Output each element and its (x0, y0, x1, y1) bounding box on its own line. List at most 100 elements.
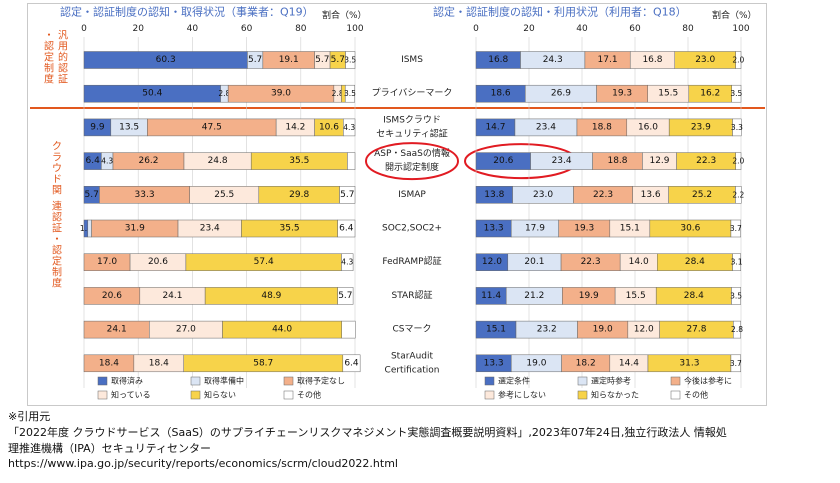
category-label: CSマーク (393, 324, 432, 335)
left-tick-label: 100 (346, 24, 363, 34)
left-bar-segment (337, 287, 354, 305)
right-data-label: 12.0 (482, 257, 502, 267)
right-bar-segment (733, 320, 741, 339)
left-data-label: 24.1 (162, 291, 182, 301)
left-chart-title: 認定・認証制度の認知・取得状況（事業者：Q19） (60, 5, 314, 19)
left-data-label: 2.8 (332, 89, 344, 98)
category-label: StarAudit (391, 351, 434, 361)
left-bar-segment (344, 84, 355, 103)
left-data-label: 23.4 (200, 224, 220, 234)
right-data-label: 23.9 (691, 122, 711, 132)
left-data-label: 1.4 (80, 224, 92, 233)
group-label-cloud-col2: 連認証・認定制度 (52, 200, 62, 290)
right-data-label: 14.0 (629, 257, 649, 267)
right-data-label: 30.6 (680, 224, 700, 234)
left-data-label: 39.0 (271, 89, 291, 99)
left-bar-segment (347, 152, 356, 170)
group-label-char: 制 (44, 62, 54, 75)
left-data-label: 58.7 (253, 358, 273, 368)
right-data-label: 27.8 (686, 325, 706, 335)
left-legend-label: 取得準備中 (204, 376, 244, 386)
left-legend-label: 知っている (111, 390, 151, 400)
right-bar-segment (732, 253, 741, 271)
left-data-label: 6.4 (344, 358, 359, 368)
group-label-char: 認 (58, 62, 68, 75)
group-label-char: 認 (52, 211, 62, 224)
right-data-label: 12.0 (634, 325, 654, 335)
right-data-label: 14.7 (485, 122, 505, 132)
group-label-char: ・ (44, 31, 54, 42)
group-label-char: 連 (52, 200, 62, 213)
right-data-label: 16.8 (488, 55, 508, 65)
category-label: ASP・SaaSの情報 (374, 147, 450, 159)
left-data-label: 35.5 (289, 156, 309, 166)
category-label: ISMS (401, 55, 423, 65)
group-label-char: 度 (52, 277, 62, 290)
right-data-label: 23.2 (537, 325, 557, 335)
right-data-label: 18.6 (491, 89, 511, 99)
left-data-label: 24.8 (208, 156, 228, 166)
left-data-label: 9.9 (90, 122, 105, 132)
right-data-label: 23.0 (533, 190, 553, 200)
right-data-label: 22.3 (696, 156, 716, 166)
left-tick-label: 80 (295, 24, 307, 34)
right-bar-segment (731, 84, 742, 103)
left-data-label: 60.3 (156, 55, 176, 65)
left-data-label: 13.5 (119, 122, 139, 132)
highlight-ellipse-category (365, 142, 459, 181)
left-data-label: 5.7 (338, 291, 352, 301)
left-data-label: 17.0 (97, 257, 117, 267)
group-label-char: 汎 (58, 29, 68, 42)
left-data-label: 6.4 (339, 224, 354, 234)
right-tick-label: 60 (629, 24, 641, 34)
right-bar-segment (732, 118, 742, 137)
right-data-label: 16.8 (642, 55, 662, 65)
left-data-label: 50.4 (142, 89, 162, 99)
right-data-label: 23.0 (695, 55, 715, 65)
right-data-label: 2.0 (732, 157, 744, 166)
left-legend-label: 取得予定なし (297, 376, 345, 386)
group-label-char: ド (52, 175, 62, 186)
right-bar-segment (735, 152, 742, 170)
right-data-label: 22.3 (593, 190, 613, 200)
right-data-label: 15.1 (486, 325, 506, 335)
left-legend-label: 取得済み (111, 376, 143, 386)
category-label: 開示認定制度 (385, 161, 439, 173)
right-data-label: 28.4 (684, 291, 704, 301)
citation-source-title: 「2022年度 クラウドサービス（SaaS）のサプライチェーンリスクマネジメント… (8, 426, 727, 439)
left-data-label: 25.5 (214, 190, 234, 200)
citation-url[interactable]: https://www.ipa.go.jp/security/reports/e… (8, 457, 398, 470)
left-bar-segment (341, 320, 356, 339)
right-data-label: 16.0 (638, 122, 658, 132)
right-data-label: 3.5 (730, 291, 742, 300)
category-label: セキュリティ認証 (376, 127, 447, 139)
left-data-label: 35.5 (280, 224, 300, 234)
right-data-label: 28.4 (685, 257, 705, 267)
left-data-label: 3.5 (344, 56, 356, 65)
right-data-label: 18.2 (576, 358, 596, 368)
group-label-general-col2: ・認定制度 (44, 31, 54, 86)
right-data-label: 25.2 (692, 190, 712, 200)
right-data-label: 23.4 (552, 156, 572, 166)
right-tick-label: 20 (523, 24, 535, 34)
right-data-label: 13.3 (484, 224, 504, 234)
right-data-label: 19.9 (579, 291, 599, 301)
left-data-label: 5.7 (340, 190, 354, 200)
left-data-label: 27.0 (176, 325, 196, 335)
citation-heading: ※引用元 (8, 410, 51, 423)
left-data-label: 31.9 (125, 224, 145, 234)
right-data-label: 18.8 (607, 156, 627, 166)
right-data-label: 13.8 (484, 190, 504, 200)
citation-source-org: 理推進機構（IPA）セキュリティセンター (8, 442, 212, 455)
left-tick-label: 40 (187, 24, 199, 34)
right-data-label: 11.4 (481, 291, 501, 301)
right-data-label: 3.7 (730, 224, 742, 233)
left-data-label: 48.9 (261, 291, 281, 301)
group-label-char: 定 (44, 51, 54, 64)
right-legend-label: 知らなかった (591, 390, 639, 400)
left-data-label: 33.3 (135, 190, 155, 200)
right-data-label: 2.0 (732, 56, 744, 65)
right-tick-label: 80 (682, 24, 694, 34)
